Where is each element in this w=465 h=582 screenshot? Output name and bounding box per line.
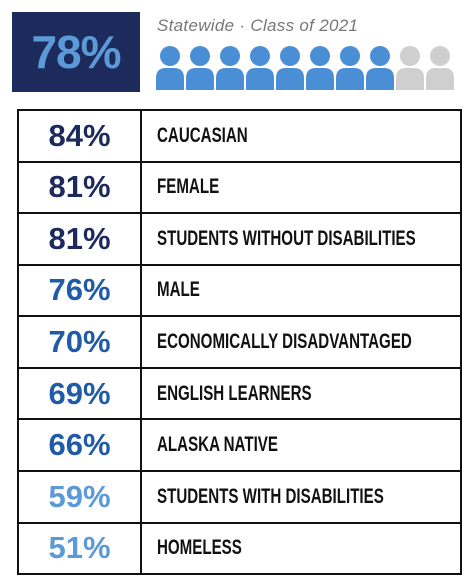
- percent-value: 84%: [19, 111, 142, 161]
- group-label: CAUCASIAN: [157, 123, 248, 147]
- percent-value: 59%: [19, 471, 142, 522]
- table-row: 81% STUDENTS WITHOUT DISABILITIES: [19, 212, 460, 264]
- label-cell: HOMELESS: [142, 524, 460, 574]
- person-icon: [156, 46, 184, 90]
- group-label: STUDENTS WITHOUT DISABILITIES: [157, 226, 416, 250]
- group-label: ALASKA NATIVE: [157, 433, 278, 457]
- group-label: FEMALE: [157, 175, 220, 199]
- table-row: 84% CAUCASIAN: [19, 111, 460, 161]
- label-cell: ECONOMICALLY DISADVANTAGED: [142, 317, 460, 367]
- label-cell: CAUCASIAN: [142, 111, 460, 161]
- headline-value: 78%: [12, 12, 140, 92]
- label-cell: STUDENTS WITHOUT DISABILITIES: [142, 214, 460, 264]
- table-row: 70% ECONOMICALLY DISADVANTAGED: [19, 315, 460, 367]
- label-cell: ENGLISH LEARNERS: [142, 369, 460, 419]
- percent-value: 70%: [19, 317, 142, 367]
- person-icon: [246, 46, 274, 90]
- group-label: MALE: [157, 278, 200, 302]
- label-cell: STUDENTS WITH DISABILITIES: [142, 472, 460, 522]
- table-row: 66% ALASKA NATIVE: [19, 418, 460, 470]
- table-row: 69% ENGLISH LEARNERS: [19, 366, 460, 419]
- percent-value: 76%: [19, 265, 142, 316]
- subtitle: Statewide · Class of 2021: [157, 16, 359, 35]
- person-icon: [276, 46, 304, 90]
- percent-value: 66%: [19, 420, 142, 470]
- label-cell: MALE: [142, 266, 460, 316]
- label-cell: FEMALE: [142, 163, 460, 213]
- label-cell: ALASKA NATIVE: [142, 420, 460, 470]
- person-icon: [426, 46, 454, 90]
- person-icon: [306, 46, 334, 90]
- percent-value: 81%: [19, 162, 142, 213]
- table-row: 81% FEMALE: [19, 160, 460, 213]
- people-icons: [156, 46, 454, 90]
- percent-value: 69%: [19, 368, 142, 419]
- table-row: 76% MALE: [19, 263, 460, 316]
- table: 84% CAUCASIAN 81% FEMALE 81% STUDENTS WITHOUT…: [17, 109, 462, 575]
- group-label: ECONOMICALLY DISADVANTAGED: [157, 330, 412, 354]
- group-label: ENGLISH LEARNERS: [157, 381, 312, 405]
- person-icon: [336, 46, 364, 90]
- person-icon: [186, 46, 214, 90]
- percent-value: 81%: [19, 214, 142, 264]
- person-icon: [366, 46, 394, 90]
- percent-value: 51%: [19, 523, 142, 574]
- person-icon: [216, 46, 244, 90]
- table-row: 51% HOMELESS: [19, 521, 460, 574]
- group-label: STUDENTS WITH DISABILITIES: [157, 484, 384, 508]
- group-label: HOMELESS: [157, 536, 242, 560]
- table-row: 59% STUDENTS WITH DISABILITIES: [19, 469, 460, 522]
- person-icon: [396, 46, 424, 90]
